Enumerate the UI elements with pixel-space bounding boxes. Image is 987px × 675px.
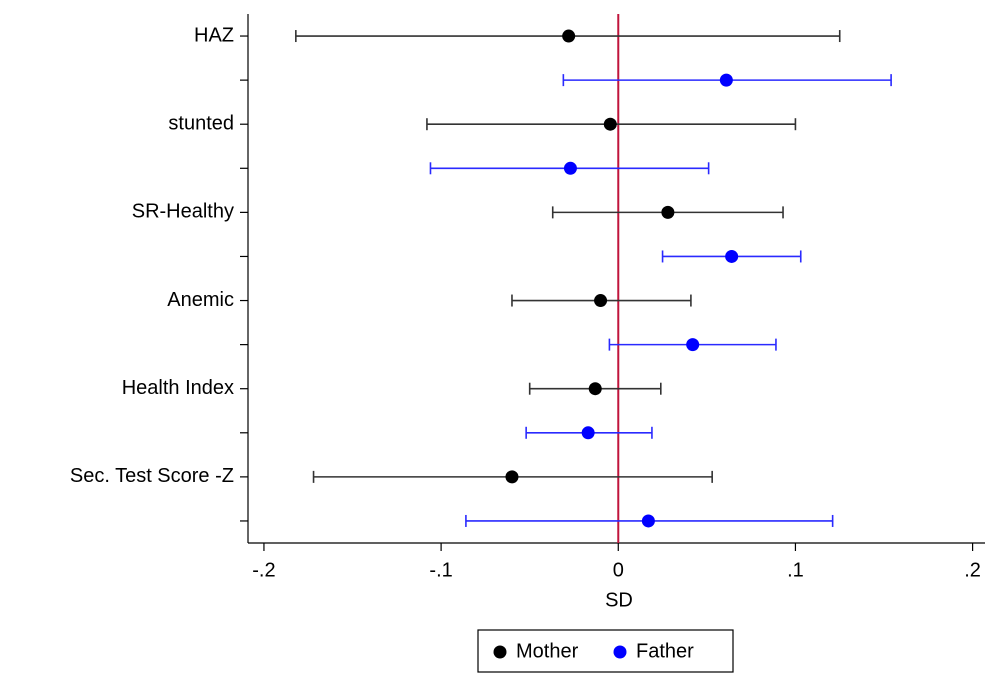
y-tick-label: SR-Healthy xyxy=(132,201,234,223)
x-axis-label: SD xyxy=(605,589,633,611)
x-tick-label: -.1 xyxy=(429,559,452,581)
y-tick-label: stunted xyxy=(168,112,234,134)
point xyxy=(505,470,519,484)
legend-marker xyxy=(493,645,507,659)
point xyxy=(562,29,576,43)
legend-label: Mother xyxy=(516,640,579,662)
legend-box xyxy=(477,629,734,673)
point xyxy=(661,205,675,219)
point xyxy=(588,382,602,396)
point xyxy=(603,117,617,131)
point xyxy=(725,249,739,263)
point xyxy=(563,161,577,175)
point xyxy=(686,338,700,352)
point xyxy=(641,514,655,528)
x-tick-label: -.2 xyxy=(252,559,275,581)
y-tick-label: Health Index xyxy=(122,377,234,399)
legend-marker xyxy=(613,645,627,659)
x-tick-label: .1 xyxy=(787,559,804,581)
x-tick-label: .2 xyxy=(964,559,981,581)
point xyxy=(719,73,733,87)
y-tick-label: Sec. Test Score -Z xyxy=(70,465,234,487)
y-tick-label: HAZ xyxy=(194,24,234,46)
legend-label: Father xyxy=(636,640,694,662)
point xyxy=(581,426,595,440)
x-tick-label: 0 xyxy=(613,559,624,581)
point xyxy=(594,294,608,308)
y-tick-label: Anemic xyxy=(167,289,234,311)
